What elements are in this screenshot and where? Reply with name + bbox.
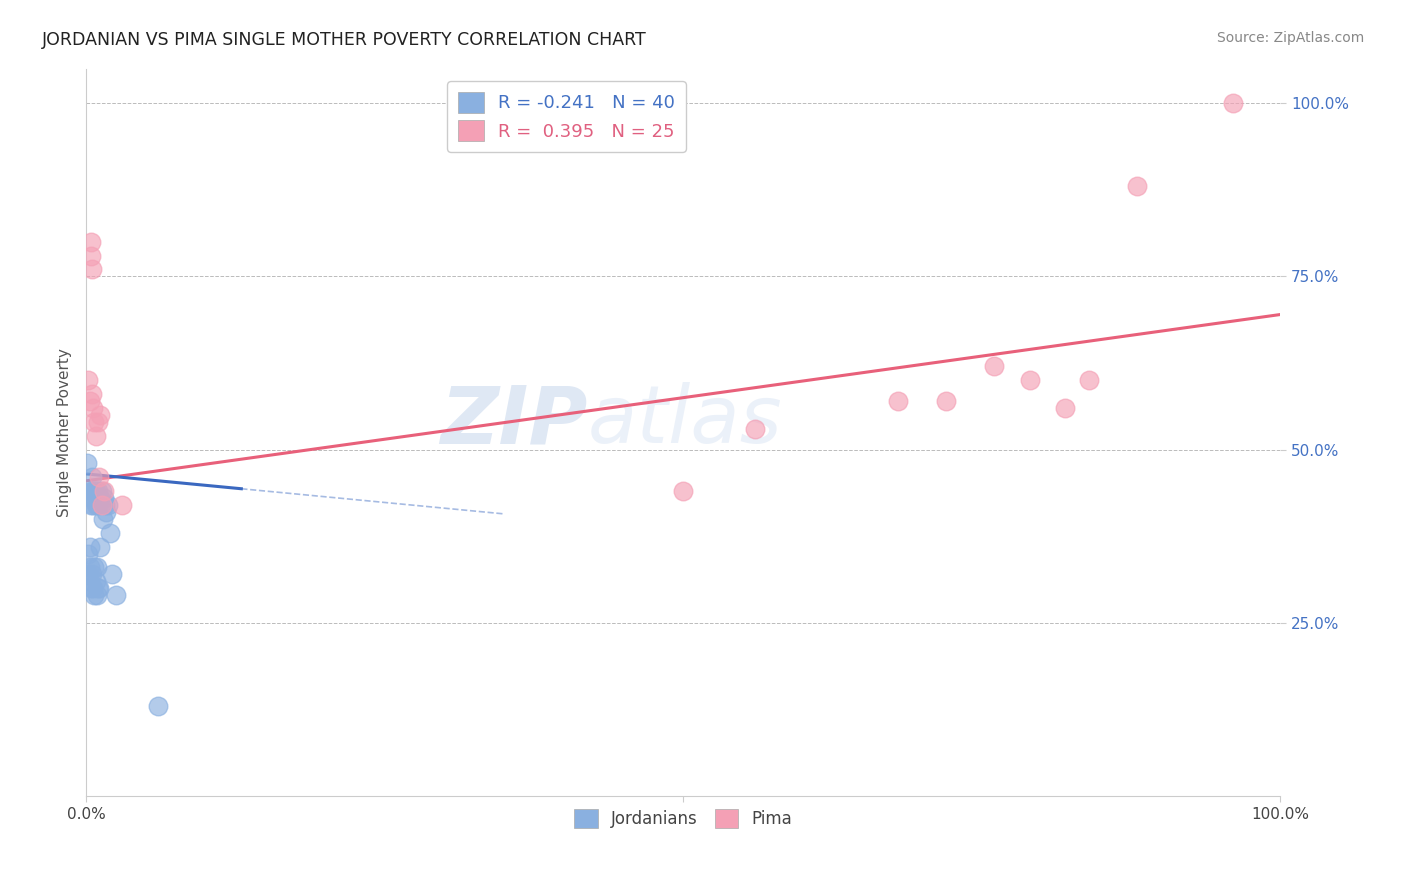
- Point: [87, 581, 110, 595]
- Point: [1054, 401, 1077, 415]
- Point: [87, 498, 110, 512]
- Point: [90, 498, 112, 512]
- Point: [86, 588, 108, 602]
- Point: [87, 484, 110, 499]
- Point: [89, 581, 111, 595]
- Point: [86, 560, 108, 574]
- Point: [90, 484, 112, 499]
- Point: [77, 567, 100, 582]
- Text: Source: ZipAtlas.com: Source: ZipAtlas.com: [1216, 31, 1364, 45]
- Point: [84, 484, 107, 499]
- Text: JORDANIAN VS PIMA SINGLE MOTHER POVERTY CORRELATION CHART: JORDANIAN VS PIMA SINGLE MOTHER POVERTY …: [42, 31, 647, 49]
- Point: [887, 394, 910, 409]
- Point: [935, 394, 957, 409]
- Point: [80, 235, 103, 249]
- Point: [98, 525, 121, 540]
- Point: [84, 574, 107, 589]
- Point: [146, 698, 169, 713]
- Point: [79, 560, 101, 574]
- Point: [80, 491, 103, 505]
- Point: [82, 484, 104, 499]
- Point: [1078, 373, 1101, 387]
- Point: [89, 491, 111, 505]
- Text: atlas: atlas: [588, 383, 783, 460]
- Point: [87, 415, 110, 429]
- Point: [84, 498, 107, 512]
- Text: ZIP: ZIP: [440, 383, 588, 460]
- Point: [983, 359, 1005, 374]
- Point: [80, 567, 103, 582]
- Point: [672, 484, 695, 499]
- Point: [79, 574, 101, 589]
- Point: [79, 540, 101, 554]
- Point: [83, 415, 105, 429]
- Point: [111, 498, 134, 512]
- Point: [79, 394, 101, 409]
- Point: [80, 387, 103, 401]
- Point: [744, 422, 766, 436]
- Point: [80, 581, 103, 595]
- Point: [80, 498, 103, 512]
- Point: [83, 560, 105, 574]
- Point: [80, 484, 103, 499]
- Point: [82, 401, 104, 415]
- Y-axis label: Single Mother Poverty: Single Mother Poverty: [58, 348, 72, 516]
- Point: [83, 484, 105, 499]
- Point: [96, 505, 118, 519]
- Point: [91, 512, 114, 526]
- Point: [77, 373, 100, 387]
- Point: [84, 429, 107, 443]
- Point: [1222, 96, 1244, 111]
- Point: [94, 498, 117, 512]
- Point: [82, 581, 104, 595]
- Point: [93, 484, 115, 499]
- Point: [104, 588, 127, 602]
- Point: [101, 567, 124, 582]
- Point: [80, 249, 103, 263]
- Point: [83, 588, 105, 602]
- Point: [80, 262, 103, 277]
- Point: [89, 408, 111, 422]
- Point: [80, 470, 103, 484]
- Point: [93, 491, 115, 505]
- Legend: Jordanians, Pima: Jordanians, Pima: [568, 803, 799, 835]
- Point: [1126, 179, 1149, 194]
- Point: [89, 540, 111, 554]
- Point: [77, 547, 100, 561]
- Point: [1018, 373, 1040, 387]
- Point: [82, 498, 104, 512]
- Point: [89, 491, 111, 505]
- Point: [89, 470, 111, 484]
- Point: [76, 457, 98, 471]
- Point: [97, 498, 120, 512]
